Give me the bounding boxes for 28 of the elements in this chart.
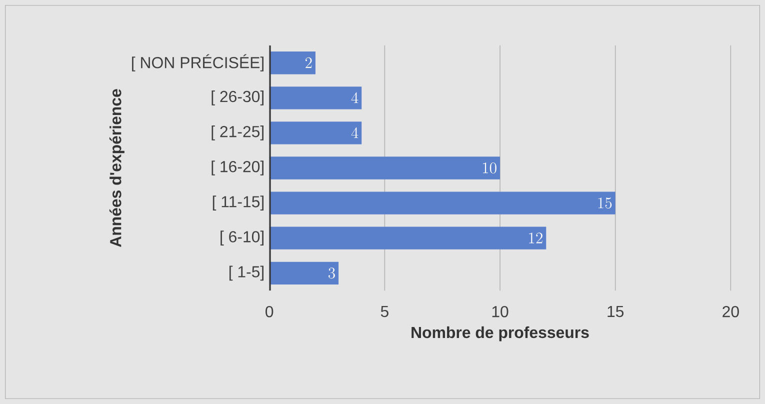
x-axis-title: Nombre de professeurs [412, 326, 589, 342]
data-label: 4 [351, 127, 358, 138]
bar [269, 122, 362, 144]
bar [269, 226, 546, 250]
x-tick-label: 20 [722, 306, 739, 318]
data-label: 2 [306, 57, 312, 68]
data-label: 12 [529, 232, 542, 244]
x-tick-label: 5 [380, 306, 388, 318]
bar [269, 52, 316, 74]
bar [269, 262, 339, 284]
y-tick-label: [ 26-30] [212, 90, 264, 106]
data-label: 4 [351, 92, 358, 104]
x-tick-label: 10 [492, 306, 508, 318]
data-label: 10 [482, 162, 496, 174]
x-tick-label: 0 [266, 306, 274, 318]
data-label: 15 [598, 198, 612, 209]
y-tick-label: [ 16-20] [212, 160, 264, 176]
bar [269, 86, 362, 110]
y-tick-label: [ 21-25] [212, 126, 264, 140]
y-axis-title: Années d'expérience [109, 89, 124, 248]
bar [269, 192, 616, 214]
y-tick-label: [ 11-15] [212, 196, 264, 210]
data-label: 3 [328, 268, 335, 279]
x-tick-label: 15 [608, 306, 624, 318]
bar [269, 156, 500, 180]
y-tick-label: [ 6-10] [220, 230, 264, 246]
y-tick-label: [ NON PRÉCISÉE] [132, 54, 264, 72]
y-tick-label: [ 1-5] [229, 266, 264, 281]
